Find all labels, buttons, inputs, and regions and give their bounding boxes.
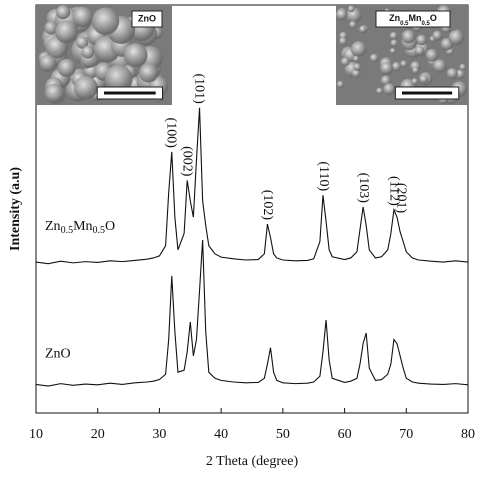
grain (391, 61, 402, 72)
grain (411, 78, 419, 85)
grain (369, 53, 379, 63)
grain (353, 63, 362, 71)
grain (336, 9, 348, 21)
peak-label: (201) (394, 183, 409, 214)
x-tick-label: 80 (461, 427, 475, 442)
grain (414, 46, 425, 56)
grain (44, 83, 64, 103)
grain (72, 6, 93, 28)
x-tick-label: 10 (29, 427, 43, 442)
x-tick-label: 40 (214, 427, 228, 442)
inset-label: ZnO (138, 13, 156, 23)
grain (416, 34, 427, 46)
grain (339, 37, 348, 46)
peak-label: (112) (387, 176, 402, 206)
grain (351, 69, 361, 78)
x-tick-label: 60 (338, 427, 352, 442)
grain (91, 7, 120, 35)
grain (455, 69, 465, 79)
peak-label: (100) (163, 118, 178, 149)
series-label: Zn0.5Mn0.5O (45, 219, 115, 236)
grain (419, 75, 428, 84)
grain (446, 68, 458, 80)
peak-label: (002) (179, 146, 194, 177)
grain (389, 31, 398, 40)
grain (81, 45, 95, 59)
plot-frame (35, 4, 469, 414)
label-part: O (105, 219, 115, 234)
label-part: O (430, 13, 437, 23)
grain (349, 20, 357, 29)
insets: ZnO Zn0.5Mn0.5O (36, 5, 468, 105)
label-part: Mn (73, 219, 92, 234)
grain (401, 29, 416, 44)
inset-label: Zn0.5Mn0.5O (389, 13, 437, 26)
peak-label: (103) (356, 173, 371, 204)
x-tick-label: 50 (276, 427, 290, 442)
label-part: Zn (389, 13, 400, 23)
grain (380, 62, 394, 75)
grain (400, 60, 408, 68)
grain (390, 39, 398, 47)
grain (55, 20, 78, 44)
grain (432, 30, 443, 41)
grain (383, 83, 396, 96)
grain (139, 63, 159, 83)
x-axis-label: 2 Theta (degree) (206, 454, 299, 469)
subscript: 0.5 (400, 21, 409, 27)
grain (350, 41, 367, 58)
subscript: 0.5 (61, 225, 74, 236)
grain (380, 75, 392, 86)
subscript: 0.5 (421, 21, 430, 27)
subscript: 0.5 (93, 225, 106, 236)
grain (44, 21, 58, 35)
peak-label: (102) (260, 190, 275, 221)
inset-label-box (375, 10, 451, 28)
grain (73, 75, 98, 100)
grain (76, 36, 89, 49)
x-tick-label: 30 (152, 427, 166, 442)
x-tick-label: 20 (91, 427, 105, 442)
grain (425, 48, 439, 62)
series-label: ZnO (45, 347, 71, 362)
grain (56, 5, 71, 20)
grain (459, 63, 467, 71)
grain (336, 80, 345, 89)
grain (347, 5, 355, 13)
series-line (35, 107, 469, 265)
inset-label-box (131, 10, 163, 28)
grain (340, 57, 350, 67)
grain (352, 55, 360, 63)
peak-label: (110) (316, 161, 331, 191)
label-part: Zn (45, 219, 61, 234)
label-part: Mn (408, 13, 421, 23)
grain (57, 58, 76, 77)
grain (104, 64, 133, 93)
grain (448, 30, 464, 46)
grain (412, 66, 420, 74)
grain (39, 54, 57, 72)
grain (123, 43, 148, 68)
series-line (35, 239, 469, 387)
grain (389, 47, 396, 55)
grain (359, 25, 367, 34)
grain (376, 87, 383, 95)
y-axis-label: Intensity (a.u) (8, 167, 23, 251)
peak-label: (101) (192, 73, 207, 104)
x-tick-label: 70 (399, 427, 413, 442)
grain (432, 59, 447, 73)
